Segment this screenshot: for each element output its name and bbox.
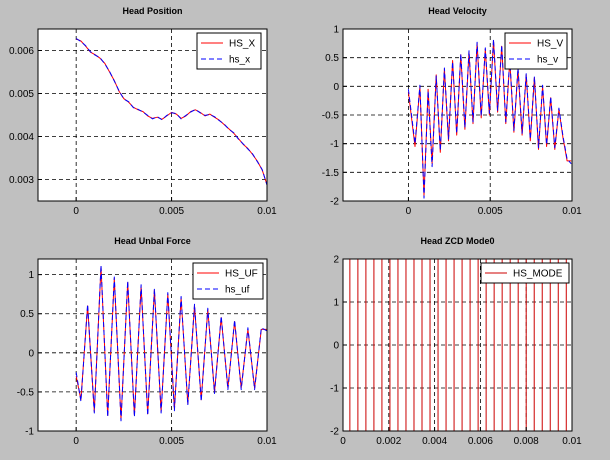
y-tick-label: -2 [330,197,339,208]
x-tick-label: 0.005 [478,206,503,217]
y-tick-label: 0 [333,82,339,93]
x-tick-label: 0.01 [257,436,277,447]
legend: HS_X hs_x [196,32,262,70]
head-position-plot: 0 0.005 0.01 0.003 0.004 0.005 0.006 Head Posit… [9,6,277,217]
y-tick-label: 0 [333,341,339,352]
x-tick-label: 0.002 [376,436,401,447]
y-tick-label: 0.5 [20,309,34,320]
head-zcd-mode0-plot: 0 0.002 0.004 0.006 0.008 0.01 -2 -1 0 1 2 Head ZCD… [330,236,582,447]
y-tick-label: -2 [330,427,339,438]
y-tick-label: -0.5 [322,111,340,122]
legend-label: hs_x [229,55,250,66]
y-tick-label: 1 [333,298,339,309]
legend: HS_UF hs_uf [192,262,264,300]
x-tick-label: 0 [73,436,79,447]
legend-box [196,32,262,70]
legend-label: HS_UF [225,269,258,280]
y-tick-label: -1 [25,427,34,438]
legend-label: HS_MODE [513,269,563,280]
x-tick-label: 0.005 [159,436,184,447]
grid [343,29,572,201]
plot-frame [37,258,268,432]
series-hs-mode [349,259,567,431]
x-tick-label: 0 [406,206,412,217]
x-tick-label: 0 [73,206,79,217]
y-tick-label: 1 [333,25,339,36]
y-tick-label: -1.5 [322,168,340,179]
head-velocity-plot: 0 0.005 0.01 -2 -1.5 -1 -0.5 0 0.5 1 Head Velocity… [322,6,582,217]
plot-frame [37,28,268,202]
series-hs-x [75,38,268,186]
y-tick-label: 0.006 [9,46,34,57]
y-tick-label: 1 [28,270,34,281]
y-tick-label: 0.5 [325,53,339,64]
x-tick-label: 0.008 [514,436,539,447]
y-tick-label: 0.003 [9,175,34,186]
head-unbal-force-plot: 0 0.005 0.01 -1 -0.5 0 0.5 1 Head Unbal Force HS_… [17,236,277,447]
x-tick-label: 0.01 [562,206,582,217]
legend: HS_V hs_v [504,32,568,70]
legend: HS_MODE [480,262,570,284]
y-tick-label: 0.005 [9,89,34,100]
legend-label: hs_v [537,55,558,66]
y-tick-label: 0 [28,348,34,359]
chart-title: Head ZCD Mode0 [420,236,494,246]
x-tick-label: 0.01 [257,206,277,217]
legend-box [504,32,568,70]
x-tick-label: 0.004 [422,436,447,447]
legend-box [192,262,264,300]
legend-label: HS_X [229,39,255,50]
y-tick-label: -1 [330,384,339,395]
y-tick-label: -0.5 [17,387,35,398]
x-tick-label: 0 [340,436,346,447]
chart-title: Head Unbal Force [114,236,191,246]
x-tick-label: 0.01 [562,436,582,447]
x-tick-label: 0.006 [468,436,493,447]
legend-box [480,262,570,284]
y-tick-label: -1 [330,139,339,150]
y-tick-label: 2 [333,255,339,266]
series-hs-v [407,38,572,199]
y-tick-label: 0.004 [9,132,34,143]
legend-label: hs_uf [225,285,250,296]
legend-label: HS_V [537,39,563,50]
chart-title: Head Velocity [428,6,487,16]
series-hs-uf [75,264,268,422]
chart-title: Head Position [122,6,182,16]
x-tick-label: 0.005 [159,206,184,217]
